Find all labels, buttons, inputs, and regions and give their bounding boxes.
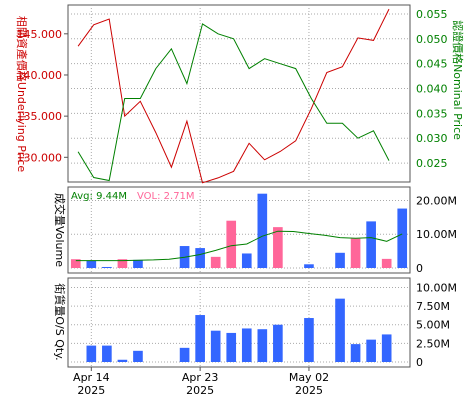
volume-bar xyxy=(117,259,128,268)
x-tick-date: Apr 23 xyxy=(182,371,219,384)
os-qty-bar xyxy=(179,347,190,362)
volume-bar xyxy=(86,260,97,268)
current-volume-label: VOL: 2.71M xyxy=(137,191,195,202)
os-qty-bar xyxy=(195,315,205,362)
volume-axis-title: 成交量Volume xyxy=(53,193,67,267)
os-qty-bar xyxy=(102,345,112,362)
nominal-tick-label: 0.035 xyxy=(416,107,448,120)
os-qty-bar xyxy=(366,339,376,362)
volume-tick-label: 0 xyxy=(416,262,423,275)
x-tick-date: May 02 xyxy=(289,371,329,384)
nominal-tick-label: 0.055 xyxy=(416,8,448,21)
os-qty-bar xyxy=(273,324,283,362)
volume-bar xyxy=(133,259,143,268)
volume-bar xyxy=(257,193,268,268)
underlying-tick-label: 140.000 xyxy=(17,69,63,82)
nominal-axis-title: 認證價格Nominal Price xyxy=(451,20,465,140)
volume-bar xyxy=(350,238,361,268)
os-tick-label: 7.50M xyxy=(416,300,450,313)
os-qty-bar xyxy=(381,334,392,362)
volume-bar xyxy=(226,220,237,268)
volume-bar xyxy=(70,259,81,268)
os-tick-label: 10.00M xyxy=(416,281,457,294)
x-tick-year: 2025 xyxy=(295,384,323,397)
volume-tick-label: 20.00M xyxy=(416,194,457,207)
os-tick-label: 2.50M xyxy=(416,337,450,350)
volume-bar xyxy=(381,258,392,268)
volume-bar xyxy=(195,248,205,268)
os-qty-bar xyxy=(241,328,252,362)
os-qty-bar xyxy=(117,359,128,362)
os-qty-bar xyxy=(133,350,143,362)
nominal-tick-label: 0.040 xyxy=(416,83,448,96)
volume-bar xyxy=(397,208,408,268)
underlying-tick-label: 145.000 xyxy=(17,28,63,41)
x-tick-year: 2025 xyxy=(186,384,214,397)
x-tick-year: 2025 xyxy=(77,384,105,397)
os-qty-bar xyxy=(257,329,268,362)
os-qty-bar xyxy=(86,345,97,362)
price-panel-frame xyxy=(67,4,411,183)
os-qty-bar xyxy=(210,330,221,362)
os-qty-axis-title: 街貨量O/S Qty. xyxy=(53,283,67,360)
mark-layer xyxy=(70,8,408,362)
nominal-tick-label: 0.050 xyxy=(416,33,448,46)
volume-bar xyxy=(102,266,112,268)
volume-tick-label: 10.00M xyxy=(416,228,457,241)
volume-bar xyxy=(366,221,376,268)
underlying-tick-label: 135.000 xyxy=(17,110,63,123)
underlying-axis-title: 相關資產價格Underlying Price xyxy=(15,16,29,172)
volume-bar xyxy=(241,253,252,268)
x-tick-date: Apr 14 xyxy=(73,371,110,384)
os-qty-bar xyxy=(226,332,237,362)
volume-average-line xyxy=(75,230,403,262)
nominal-price-line xyxy=(77,23,390,182)
underlying-tick-label: 130.000 xyxy=(17,151,63,164)
os-qty-bar xyxy=(350,344,361,362)
nominal-tick-label: 0.045 xyxy=(416,58,448,71)
volume-bar xyxy=(210,256,221,268)
os-tick-label: 0 xyxy=(416,356,423,369)
tick-layer: 0.025 0.030 0.035 0.040 0.045 0.050 0.055 130.0… xyxy=(17,8,457,397)
underlying-price-line xyxy=(77,8,390,184)
nominal-tick-label: 0.030 xyxy=(416,132,448,145)
os-qty-bar xyxy=(304,318,314,362)
os-qty-bar xyxy=(335,298,345,362)
volume-bar xyxy=(335,252,345,268)
grid-layer xyxy=(68,5,410,367)
nominal-tick-label: 0.025 xyxy=(416,157,448,170)
avg-volume-label: Avg: 9.44M xyxy=(71,191,127,202)
volume-bar xyxy=(273,227,283,268)
os-tick-label: 5.00M xyxy=(416,319,450,332)
volume-bar xyxy=(304,264,314,268)
